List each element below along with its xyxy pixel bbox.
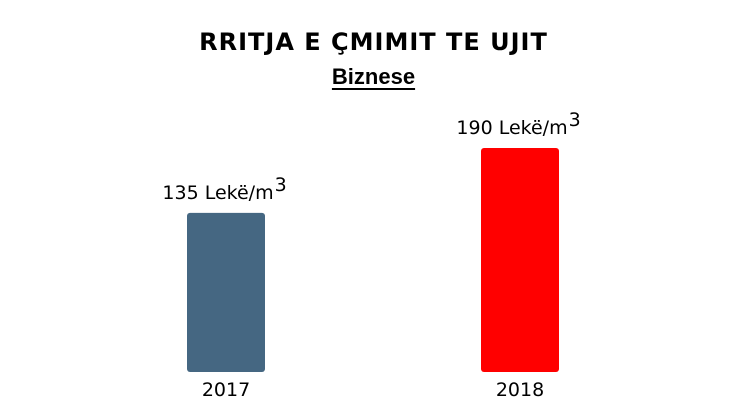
chart-subtitle: Biznese (331, 64, 416, 89)
data-label-2017: 135 Lekë/m (162, 182, 273, 204)
data-label-superscript-2018: 3 (569, 109, 581, 131)
category-label-2018: 2018 (496, 379, 544, 401)
category-label-2017: 2017 (202, 379, 250, 401)
chart-title: RRITJA E ÇMIMIT TE UJIT (199, 28, 548, 56)
bar-2018 (481, 148, 559, 372)
data-label-superscript-2017: 3 (275, 174, 287, 196)
data-label-2018: 190 Lekë/m (456, 117, 567, 139)
bar-2017 (187, 212, 265, 372)
